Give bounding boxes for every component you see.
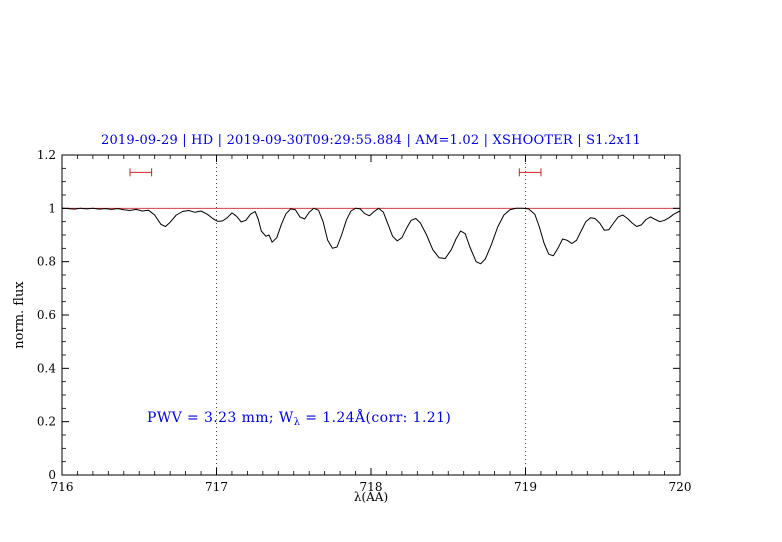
x-tick-label: 720 (669, 480, 692, 494)
y-tick-label: 1 (48, 201, 56, 215)
y-tick-label: 0.4 (37, 361, 56, 375)
y-tick-label: 0.6 (37, 308, 56, 322)
x-tick-label: 719 (514, 480, 537, 494)
y-tick-label: 0.2 (37, 415, 56, 429)
x-tick-label: 718 (360, 480, 383, 494)
x-axis-label: λ(AA) (353, 490, 389, 504)
pwv-annotation-prefix: PWV = 3.23 mm; W (147, 410, 294, 426)
plot-title: 2019-09-29 | HD | 2019-09-30T09:29:55.88… (100, 133, 642, 148)
y-tick-label: 1.2 (37, 148, 56, 162)
y-tick-label: 0.8 (37, 255, 56, 269)
spectrum-curve (61, 207, 681, 265)
y-tick-label: 0 (48, 468, 56, 482)
x-tick-label: 716 (51, 480, 74, 494)
pwv-annotation: PWV = 3.23 mm; Wλ = 1.24Å(corr: 1.21) (147, 410, 451, 428)
y-axis-label: norm. flux (12, 281, 27, 349)
pwv-annotation-suffix: = 1.24Å(corr: 1.21) (300, 410, 452, 426)
pwv-annotation-subscript: λ (293, 417, 301, 428)
x-tick-label: 717 (205, 480, 228, 494)
